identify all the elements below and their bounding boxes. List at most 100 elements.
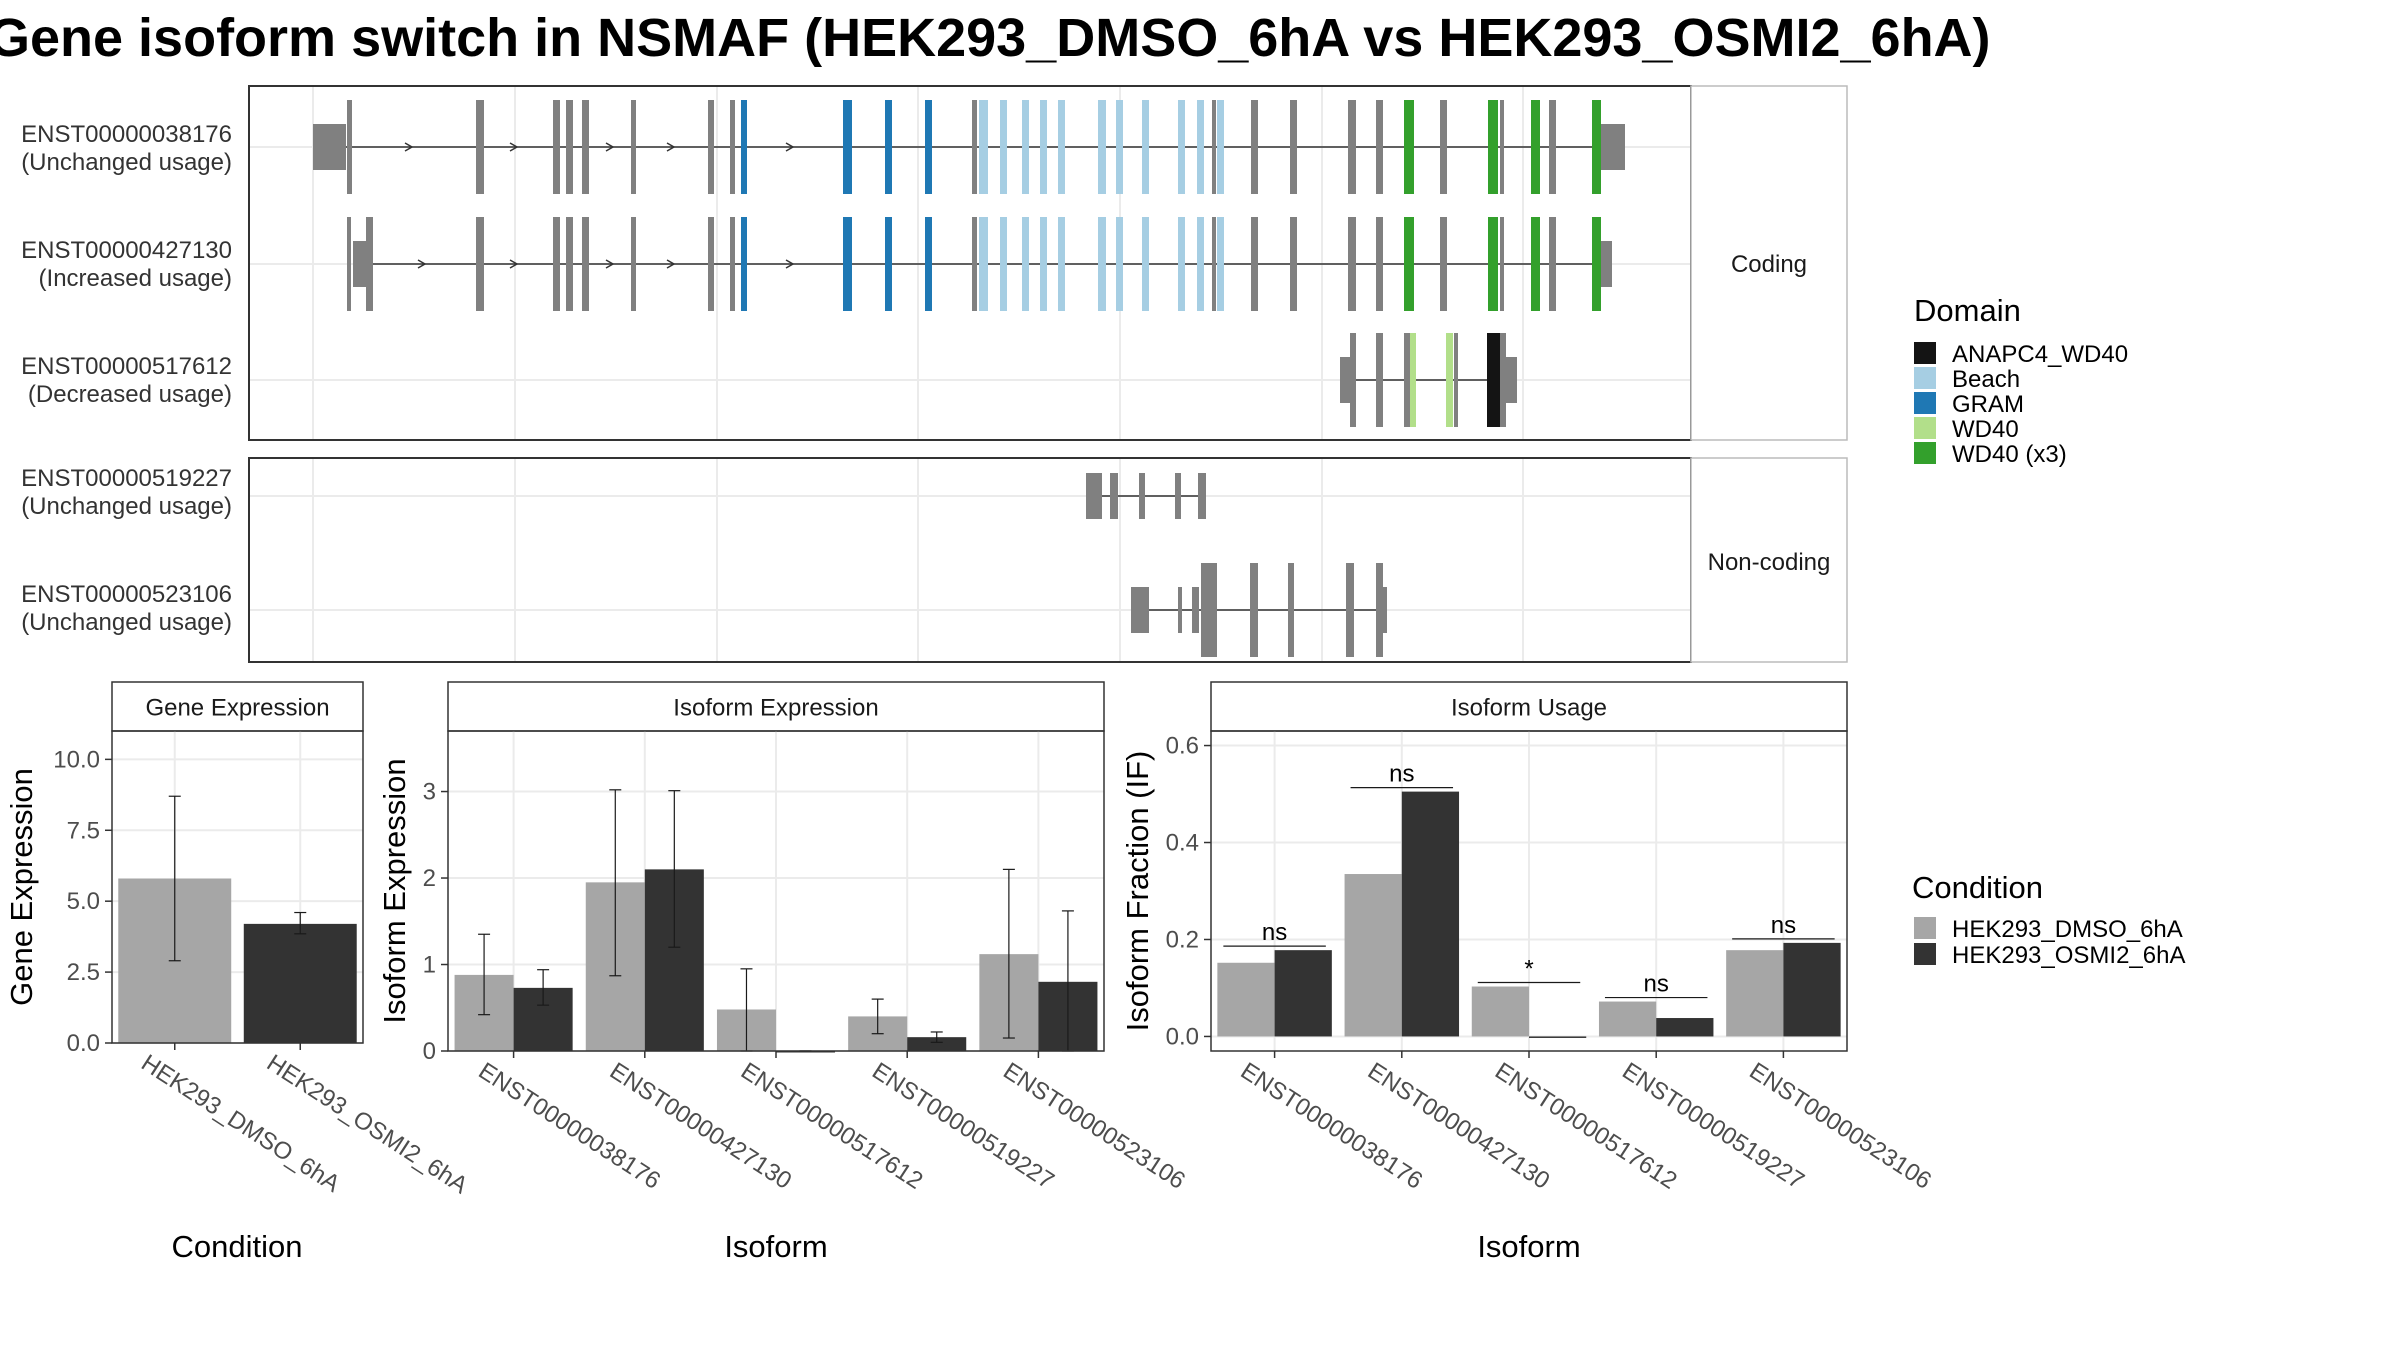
legend-swatch-condition-2 <box>1914 943 1936 965</box>
significance-label: * <box>1524 956 1533 983</box>
coding-exon <box>366 217 373 311</box>
y-tick-label: 0.4 <box>1166 830 1199 857</box>
y-tick-label: 0.0 <box>67 1030 100 1057</box>
coding-exon <box>1251 100 1258 194</box>
coding-exon <box>1022 100 1029 194</box>
y-tick-label: 3 <box>423 779 436 806</box>
coding-exon <box>1488 217 1498 311</box>
coding-exon <box>1454 333 1458 427</box>
x-axis-title: Condition <box>172 1229 303 1264</box>
strand-arrow-icon <box>605 259 615 269</box>
coding-exon <box>1098 217 1106 311</box>
y-tick-label: 1 <box>423 952 436 979</box>
coding-exon <box>347 100 352 194</box>
coding-exon <box>1178 100 1185 194</box>
coding-exon <box>347 217 351 311</box>
transcript-label-usage: (Unchanged usage) <box>21 493 232 520</box>
coding-exon <box>1251 217 1258 311</box>
y-tick-label: 0.6 <box>1166 733 1199 760</box>
coding-exon <box>1440 217 1447 311</box>
transcript-track-ENST00000427130 <box>347 217 1612 311</box>
transcript-label-id: ENST00000517612 <box>21 353 232 380</box>
noncoding-exon <box>1178 587 1182 633</box>
coding-exon <box>1000 217 1007 311</box>
coding-exon <box>553 100 560 194</box>
significance-label: ns <box>1644 971 1669 998</box>
coding-exon <box>1592 100 1601 194</box>
coding-exon <box>741 100 747 194</box>
coding-exon <box>1487 333 1501 427</box>
coding-exon <box>925 100 932 194</box>
x-axis-title: Isoform <box>724 1229 827 1264</box>
coding-exon <box>972 217 977 311</box>
utr-exon <box>1597 124 1625 170</box>
coding-exon <box>979 100 988 194</box>
coding-exon <box>1404 100 1414 194</box>
strand-arrow-icon <box>605 142 615 152</box>
coding-exon <box>730 217 735 311</box>
chart-panel-frame <box>447 730 1105 1052</box>
legend-label-domain: GRAM <box>1952 391 2024 418</box>
coding-exon <box>631 100 636 194</box>
noncoding-strip <box>1690 457 1848 663</box>
bar <box>907 1037 967 1051</box>
noncoding-exon <box>1198 473 1206 519</box>
coding-exon <box>1404 333 1410 427</box>
coding-exon <box>1500 100 1504 194</box>
transcript-track-ENST00000517612 <box>1340 333 1517 427</box>
coding-exon <box>708 217 714 311</box>
coding-exon <box>1058 217 1065 311</box>
noncoding-panel-frame <box>248 457 1692 663</box>
coding-exon <box>582 100 589 194</box>
noncoding-exon <box>1139 473 1145 519</box>
strand-arrow-icon <box>666 142 676 152</box>
coding-exon <box>1404 217 1414 311</box>
coding-exon <box>1500 333 1506 427</box>
transcript-label-id: ENST00000523106 <box>21 581 232 608</box>
coding-exon <box>582 217 589 311</box>
strand-arrow-icon <box>666 259 676 269</box>
transcript-label-id: ENST00000427130 <box>21 237 232 264</box>
bar <box>1529 1036 1587 1038</box>
transcript-label-usage: (Increased usage) <box>39 265 232 292</box>
transcript-structure-panel: Coding Non-coding ENST00000038176 (Uncha… <box>21 85 1848 663</box>
legend-label-domain: WD40 <box>1952 416 2019 443</box>
transcript-tracks <box>313 100 1625 657</box>
coding-exon <box>843 217 852 311</box>
coding-exon <box>1142 100 1149 194</box>
coding-exon <box>566 100 573 194</box>
coding-exon <box>1446 333 1453 427</box>
legend-label-condition: HEK293_DMSO_6hA <box>1952 916 2183 943</box>
significance-label: ns <box>1262 919 1287 946</box>
noncoding-exon <box>1346 563 1354 657</box>
legend-swatch-condition-1 <box>1914 917 1936 939</box>
strand-arrow-icon <box>509 259 519 269</box>
facet-strip <box>111 681 364 732</box>
noncoding-exon <box>1250 563 1258 657</box>
bar <box>1726 950 1784 1037</box>
figure-title: Gene isoform switch in NSMAF (HEK293_DMS… <box>0 8 1991 68</box>
coding-exon <box>1040 217 1047 311</box>
coding-exon <box>1290 217 1297 311</box>
legend-label-domain: ANAPC4_WD40 <box>1952 341 2128 368</box>
noncoding-exon <box>1175 473 1181 519</box>
coding-exon <box>1350 333 1356 427</box>
y-tick-label: 2.5 <box>67 959 100 986</box>
coding-exon <box>1440 100 1447 194</box>
chart-panel-frame <box>1210 730 1848 1052</box>
bar <box>1656 1018 1714 1037</box>
coding-exon <box>1348 100 1356 194</box>
transcript-label-usage: (Unchanged usage) <box>21 149 232 176</box>
condition-legend-title: Condition <box>1912 870 2043 905</box>
strand-arrow-icon <box>417 259 427 269</box>
bar <box>1344 874 1402 1037</box>
bar <box>243 923 357 1043</box>
coding-exon <box>1531 100 1540 194</box>
coding-exon <box>566 217 573 311</box>
bar <box>1783 942 1841 1037</box>
coding-exon <box>1531 217 1540 311</box>
coding-exon <box>1178 217 1185 311</box>
coding-exon <box>1197 217 1204 311</box>
facet-strip <box>1210 681 1848 732</box>
coding-exon <box>1217 100 1224 194</box>
